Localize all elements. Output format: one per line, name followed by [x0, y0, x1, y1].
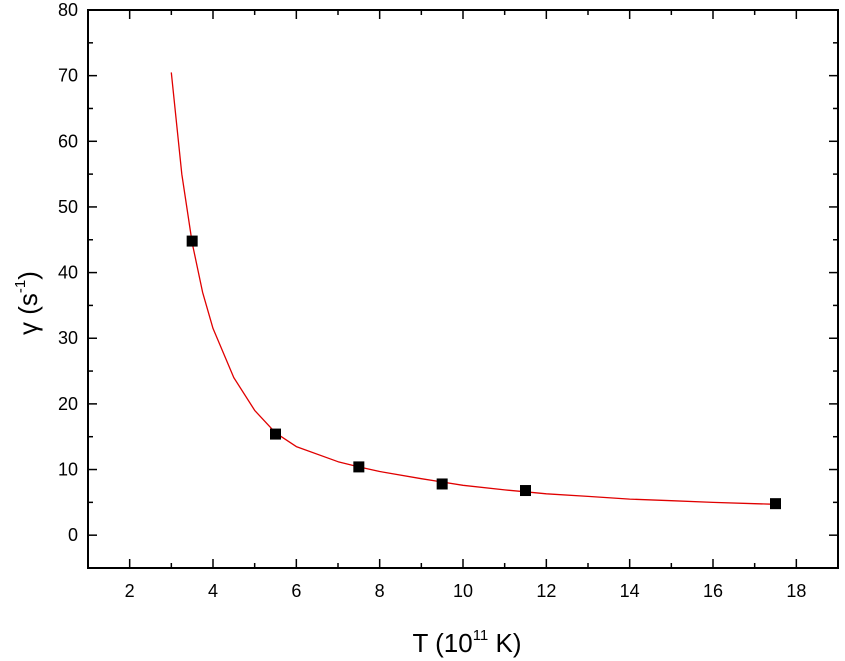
x-tick-label: 14 [620, 581, 640, 601]
x-axis-title: T (1011 K) [412, 627, 521, 658]
y-tick-label: 50 [58, 197, 78, 217]
y-axis-title-suffix: ) [13, 271, 43, 280]
x-tick-label: 2 [125, 581, 135, 601]
x-axis-title-suffix: K) [488, 628, 521, 658]
data-point [270, 428, 281, 440]
y-tick-label: 10 [58, 460, 78, 480]
x-axis: 2 4 6 8 10 12 14 16 18 [87, 10, 839, 601]
plot-frame [87, 9, 839, 569]
data-point [520, 485, 531, 497]
x-tick-label: 16 [703, 581, 723, 601]
y-axis-title: γ (s-1) [12, 271, 43, 335]
y-tick-label: 20 [58, 394, 78, 414]
x-tick-label: 18 [786, 581, 806, 601]
data-point [436, 478, 448, 490]
y-tick-label: 0 [68, 525, 78, 545]
y-axis: 0 10 20 30 40 50 60 70 80 [58, 0, 838, 569]
x-tick-label: 8 [375, 581, 385, 601]
y-axis-title-prefix: γ (s [13, 293, 43, 335]
x-tick-label: 4 [208, 581, 218, 601]
x-tick-label: 12 [536, 581, 556, 601]
data-point [353, 461, 365, 473]
y-tick-label: 30 [58, 328, 78, 348]
series-layer [170, 72, 781, 510]
y-tick-label: 70 [58, 66, 78, 86]
y-tick-label: 80 [58, 0, 78, 20]
data-point [186, 235, 198, 247]
x-tick-label: 10 [453, 581, 473, 601]
y-tick-label: 60 [58, 131, 78, 151]
y-tick-label: 40 [58, 263, 78, 283]
fit-curve [170, 72, 776, 505]
plot-area [87, 9, 839, 569]
x-axis-title-sup: 11 [473, 627, 489, 644]
y-axis-title-sup: -1 [12, 280, 29, 293]
x-axis-title-prefix: T (10 [412, 628, 472, 658]
x-tick-label: 6 [291, 581, 301, 601]
data-point [770, 498, 781, 510]
